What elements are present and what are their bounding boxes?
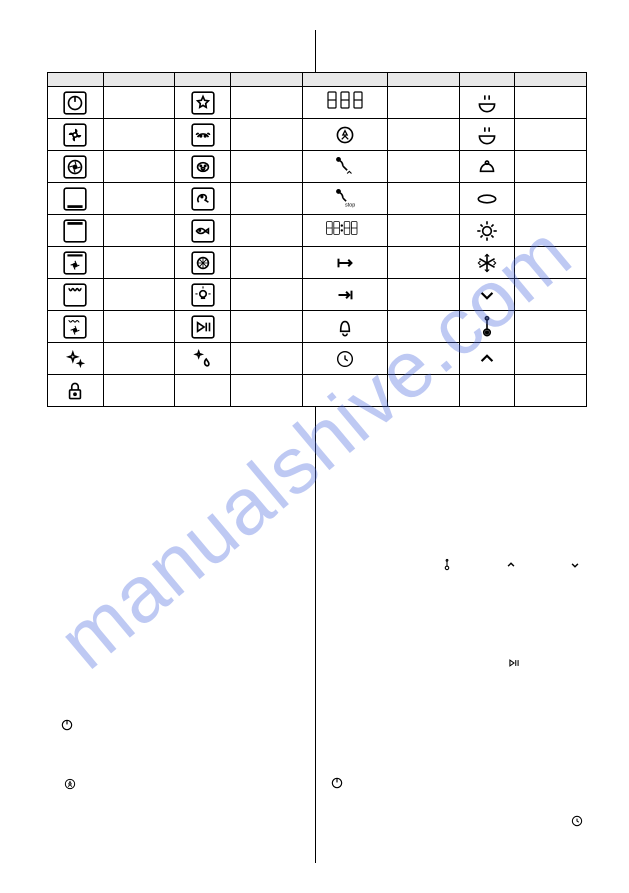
temp-controls-inline bbox=[440, 558, 610, 572]
table-header-row bbox=[48, 73, 587, 87]
power-square-icon bbox=[62, 90, 88, 116]
power-icon-inline bbox=[60, 718, 74, 735]
bell-icon bbox=[332, 314, 358, 340]
table-row bbox=[48, 87, 587, 119]
sun-icon bbox=[474, 218, 500, 244]
bowl-steam-icon bbox=[474, 90, 500, 116]
table-row bbox=[48, 311, 587, 343]
table-row bbox=[48, 151, 587, 183]
meat-probe-icon bbox=[332, 154, 358, 180]
fan-circle-square-icon bbox=[62, 154, 88, 180]
play-pause-icon-inline bbox=[505, 656, 523, 673]
thermometer-icon bbox=[474, 314, 500, 340]
svg-text:stop: stop bbox=[345, 202, 355, 208]
clock-icon bbox=[334, 348, 356, 370]
chevron-up-icon bbox=[474, 346, 500, 372]
pizza-square-icon bbox=[190, 250, 216, 276]
chevron-down-icon bbox=[568, 558, 582, 572]
light-square-icon bbox=[190, 282, 216, 308]
power-icon-inline bbox=[330, 776, 344, 793]
star-square-icon bbox=[190, 90, 216, 116]
sparkle-drop-icon bbox=[190, 346, 216, 372]
lock-icon bbox=[62, 378, 88, 404]
clock-icon-inline bbox=[570, 814, 584, 831]
bread-oval-icon bbox=[474, 186, 500, 212]
fan-grill-square-icon bbox=[62, 314, 88, 340]
bread-dome-icon bbox=[474, 154, 500, 180]
symbol-table: stop bbox=[47, 72, 587, 407]
table-row bbox=[48, 119, 587, 151]
chicken-square-icon bbox=[190, 186, 216, 212]
chevron-down-icon bbox=[474, 282, 500, 308]
table-row bbox=[48, 247, 587, 279]
square-bottom-icon bbox=[62, 186, 88, 212]
snowflake-icon bbox=[474, 250, 500, 276]
probe-stop-icon: stop bbox=[332, 186, 358, 212]
arrow-start-icon bbox=[332, 250, 358, 276]
table-row bbox=[48, 375, 587, 407]
digit-888-icon bbox=[325, 90, 365, 110]
pig-square-icon bbox=[190, 154, 216, 180]
table-row bbox=[48, 343, 587, 375]
chevron-up-icon bbox=[504, 558, 518, 572]
rapid-heat-icon bbox=[332, 122, 358, 148]
table-row bbox=[48, 279, 587, 311]
play-pause-square-icon bbox=[190, 314, 216, 340]
table-row: stop bbox=[48, 183, 587, 215]
clock-8888-icon bbox=[325, 218, 365, 238]
fish-square-icon bbox=[190, 218, 216, 244]
fan-small-square-icon bbox=[62, 122, 88, 148]
table-row bbox=[48, 215, 587, 247]
sparkle-icon bbox=[62, 346, 88, 372]
croissant-square-icon bbox=[190, 122, 216, 148]
fan-top-square-icon bbox=[62, 250, 88, 276]
square-top-icon bbox=[62, 218, 88, 244]
arrow-end-icon bbox=[332, 282, 358, 308]
thermometer-icon bbox=[440, 558, 454, 572]
bowl-steam-icon bbox=[474, 122, 500, 148]
rapid-heat-icon-inline bbox=[62, 776, 78, 795]
grill-square-icon bbox=[62, 282, 88, 308]
